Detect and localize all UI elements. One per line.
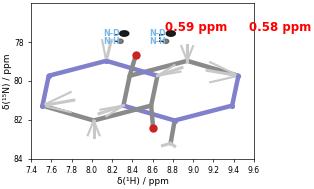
Text: N-H: N-H: [103, 37, 120, 46]
X-axis label: δ(¹H) / ppm: δ(¹H) / ppm: [116, 177, 168, 186]
Y-axis label: δ(¹⁵N) / ppm: δ(¹⁵N) / ppm: [3, 53, 13, 109]
Text: N-D: N-D: [149, 29, 166, 38]
Ellipse shape: [120, 31, 129, 36]
Text: N-D: N-D: [103, 29, 120, 38]
Text: N-H: N-H: [149, 37, 166, 46]
Ellipse shape: [163, 39, 169, 43]
Text: 0.58 ppm: 0.58 ppm: [249, 21, 311, 34]
Ellipse shape: [166, 31, 175, 36]
Ellipse shape: [117, 39, 123, 43]
Text: 0.59 ppm: 0.59 ppm: [165, 21, 227, 34]
